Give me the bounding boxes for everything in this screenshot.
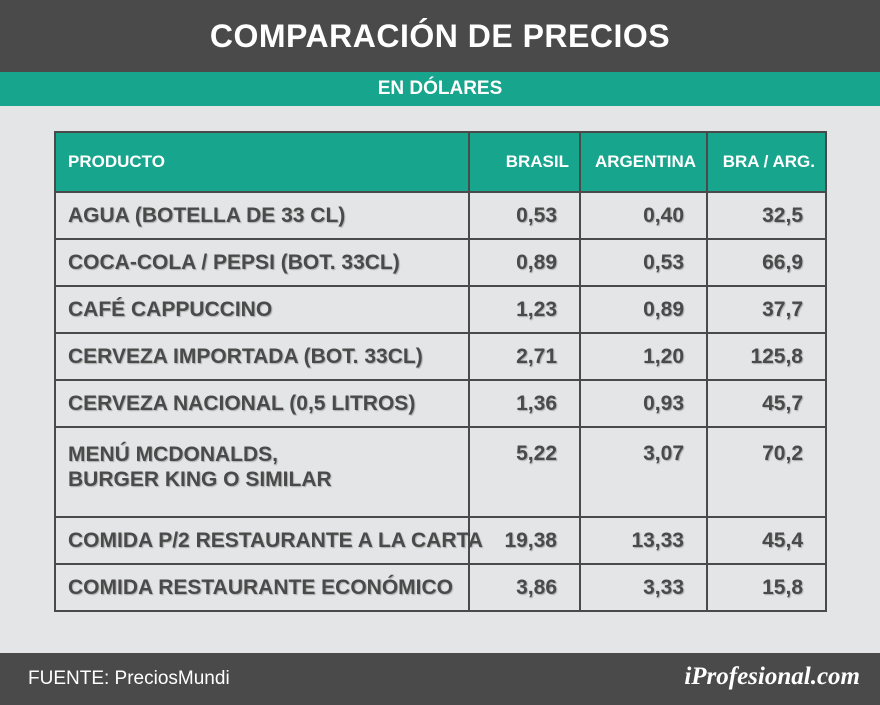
table-row: AGUA (BOTELLA DE 33 CL) 0,53 0,40 32,5 bbox=[54, 191, 827, 240]
page-title: COMPARACIÓN DE PRECIOS bbox=[209, 17, 671, 54]
table-row: COMIDA P/2 RESTAURANTE A LA CARTA 19,38 13… bbox=[54, 516, 827, 565]
cell-ratio: 37,7 bbox=[706, 285, 827, 334]
column-header-product: PRODUCTO bbox=[54, 131, 470, 193]
cell-argentina: 0,93 bbox=[579, 379, 708, 428]
price-table: PRODUCTO BRASIL ARGENTINA BRA / ARG. AGU… bbox=[54, 131, 827, 612]
cell-ratio: 45,7 bbox=[706, 379, 827, 428]
cell-brasil: 3,86 bbox=[468, 563, 581, 612]
page-subtitle: EN DÓLARES bbox=[377, 78, 503, 99]
cell-brasil: 2,71 bbox=[468, 332, 581, 381]
cell-argentina: 3,07 bbox=[579, 426, 708, 518]
title-bar: COMPARACIÓN DE PRECIOS bbox=[0, 0, 880, 72]
cell-argentina: 0,53 bbox=[579, 238, 708, 287]
cell-product: CAFÉ CAPPUCCINO bbox=[54, 285, 470, 334]
table-row: COCA-COLA / PEPSI (BOT. 33CL) 0,89 0,53 66,… bbox=[54, 238, 827, 287]
cell-brasil: 1,36 bbox=[468, 379, 581, 428]
cell-brasil: 19,38 bbox=[468, 516, 581, 565]
cell-argentina: 0,40 bbox=[579, 191, 708, 240]
table-row: CERVEZA IMPORTADA (BOT. 33CL) 2,71 1,20 125… bbox=[54, 332, 827, 381]
price-table-container: PRODUCTO BRASIL ARGENTINA BRA / ARG. AGU… bbox=[54, 131, 827, 612]
column-header-ratio: BRA / ARG. bbox=[706, 131, 827, 193]
subtitle-bar: EN DÓLARES bbox=[0, 72, 880, 106]
cell-argentina: 1,20 bbox=[579, 332, 708, 381]
table-row: CAFÉ CAPPUCCINO 1,23 0,89 37,7 bbox=[54, 285, 827, 334]
table-row: MENÚ MCDONALDS, BURGER KING O SIMILAR 5,22… bbox=[54, 426, 827, 518]
cell-ratio: 32,5 bbox=[706, 191, 827, 240]
table-row: CERVEZA NACIONAL (0,5 LITROS) 1,36 0,93 45,… bbox=[54, 379, 827, 428]
cell-product: CERVEZA NACIONAL (0,5 LITROS) bbox=[54, 379, 470, 428]
cell-ratio: 15,8 bbox=[706, 563, 827, 612]
table-row: COMIDA RESTAURANTE ECONÓMICO 3,86 3,33 15,8 bbox=[54, 563, 827, 612]
cell-product: COMIDA P/2 RESTAURANTE A LA CARTA bbox=[54, 516, 483, 565]
cell-product: COCA-COLA / PEPSI (BOT. 33CL) bbox=[54, 238, 470, 287]
cell-argentina: 0,89 bbox=[579, 285, 708, 334]
cell-argentina: 13,33 bbox=[579, 516, 708, 565]
cell-brasil: 5,22 bbox=[468, 426, 581, 518]
cell-product: CERVEZA IMPORTADA (BOT. 33CL) bbox=[54, 332, 470, 381]
column-header-argentina: ARGENTINA bbox=[579, 131, 708, 193]
table-header-row: PRODUCTO BRASIL ARGENTINA BRA / ARG. bbox=[54, 131, 827, 193]
column-header-brasil: BRASIL bbox=[468, 131, 581, 193]
table-body: AGUA (BOTELLA DE 33 CL) 0,53 0,40 32,5 COCA-… bbox=[54, 191, 827, 612]
cell-ratio: 125,8 bbox=[706, 332, 827, 381]
cell-brasil: 0,89 bbox=[468, 238, 581, 287]
cell-brasil: 1,23 bbox=[468, 285, 581, 334]
cell-product: MENÚ MCDONALDS, BURGER KING O SIMILAR bbox=[54, 426, 470, 518]
cell-ratio: 70,2 bbox=[706, 426, 827, 518]
brand-logo: iProfesional.com bbox=[684, 663, 860, 690]
cell-brasil: 0,53 bbox=[468, 191, 581, 240]
cell-ratio: 45,4 bbox=[706, 516, 827, 565]
cell-ratio: 66,9 bbox=[706, 238, 827, 287]
cell-product: COMIDA RESTAURANTE ECONÓMICO bbox=[54, 563, 470, 612]
footer-bar: FUENTE: PreciosMundi iProfesional.com bbox=[0, 653, 880, 705]
cell-argentina: 3,33 bbox=[579, 563, 708, 612]
source-note: FUENTE: PreciosMundi bbox=[28, 668, 230, 689]
cell-product: AGUA (BOTELLA DE 33 CL) bbox=[54, 191, 470, 240]
